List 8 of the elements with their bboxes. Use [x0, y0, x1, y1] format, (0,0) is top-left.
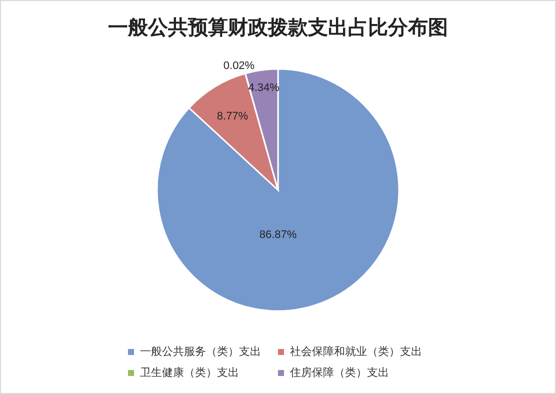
data-label: 8.77% [216, 110, 248, 123]
data-label: 0.02% [223, 60, 255, 72]
legend-label: 住房保障（类）支出 [290, 366, 389, 379]
legend-label: 社会保障和就业（类）支出 [290, 345, 422, 358]
legend-label: 一般公共服务（类）支出 [140, 345, 261, 358]
legend-label: 卫生健康（类）支出 [140, 366, 239, 379]
data-label: 86.87% [259, 229, 297, 241]
chart-title: 一般公共预算财政拨款支出占比分布图 [108, 17, 448, 39]
